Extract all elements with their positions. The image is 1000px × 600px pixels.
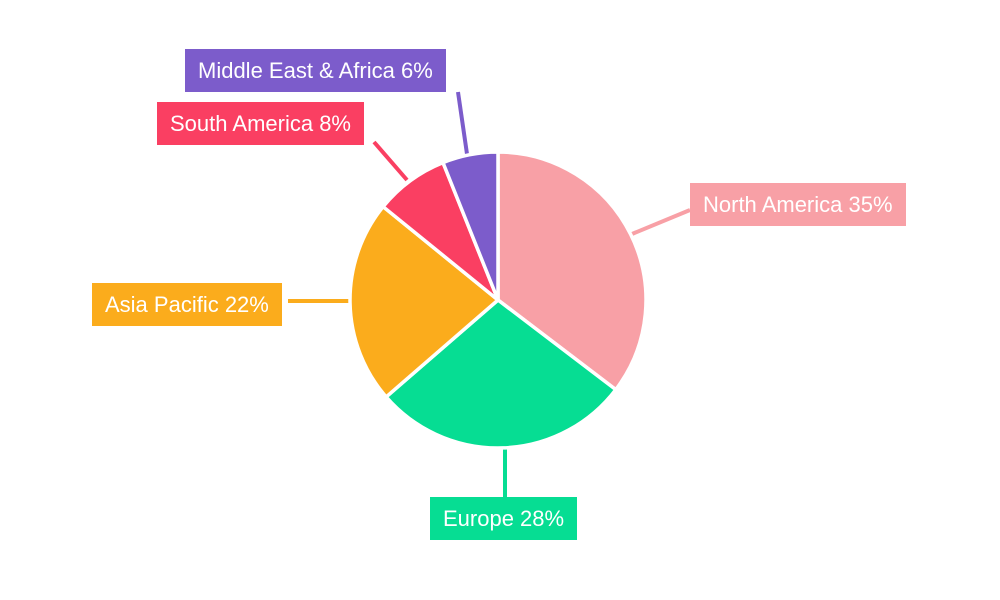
leader-line-north-america — [631, 208, 691, 236]
pie-slice-north-america[interactable] — [496, 150, 648, 392]
leader-line-south-america — [372, 140, 409, 182]
pie-slice-asia-pacific[interactable] — [348, 204, 500, 399]
pie-slice-europe[interactable] — [384, 298, 618, 450]
pie-label-europe: Europe 28% — [430, 497, 578, 540]
pie-slice-middle-east-africa[interactable] — [441, 150, 500, 302]
pie-label-asia-pacific: Asia Pacific 22% — [92, 283, 282, 326]
pie-label-north-america: North America 35% — [690, 183, 906, 226]
pie-label-middle-east-africa: Middle East & Africa 6% — [185, 49, 446, 92]
leader-line-middle-east-africa — [456, 91, 469, 155]
pie-label-south-america: South America 8% — [157, 102, 364, 145]
